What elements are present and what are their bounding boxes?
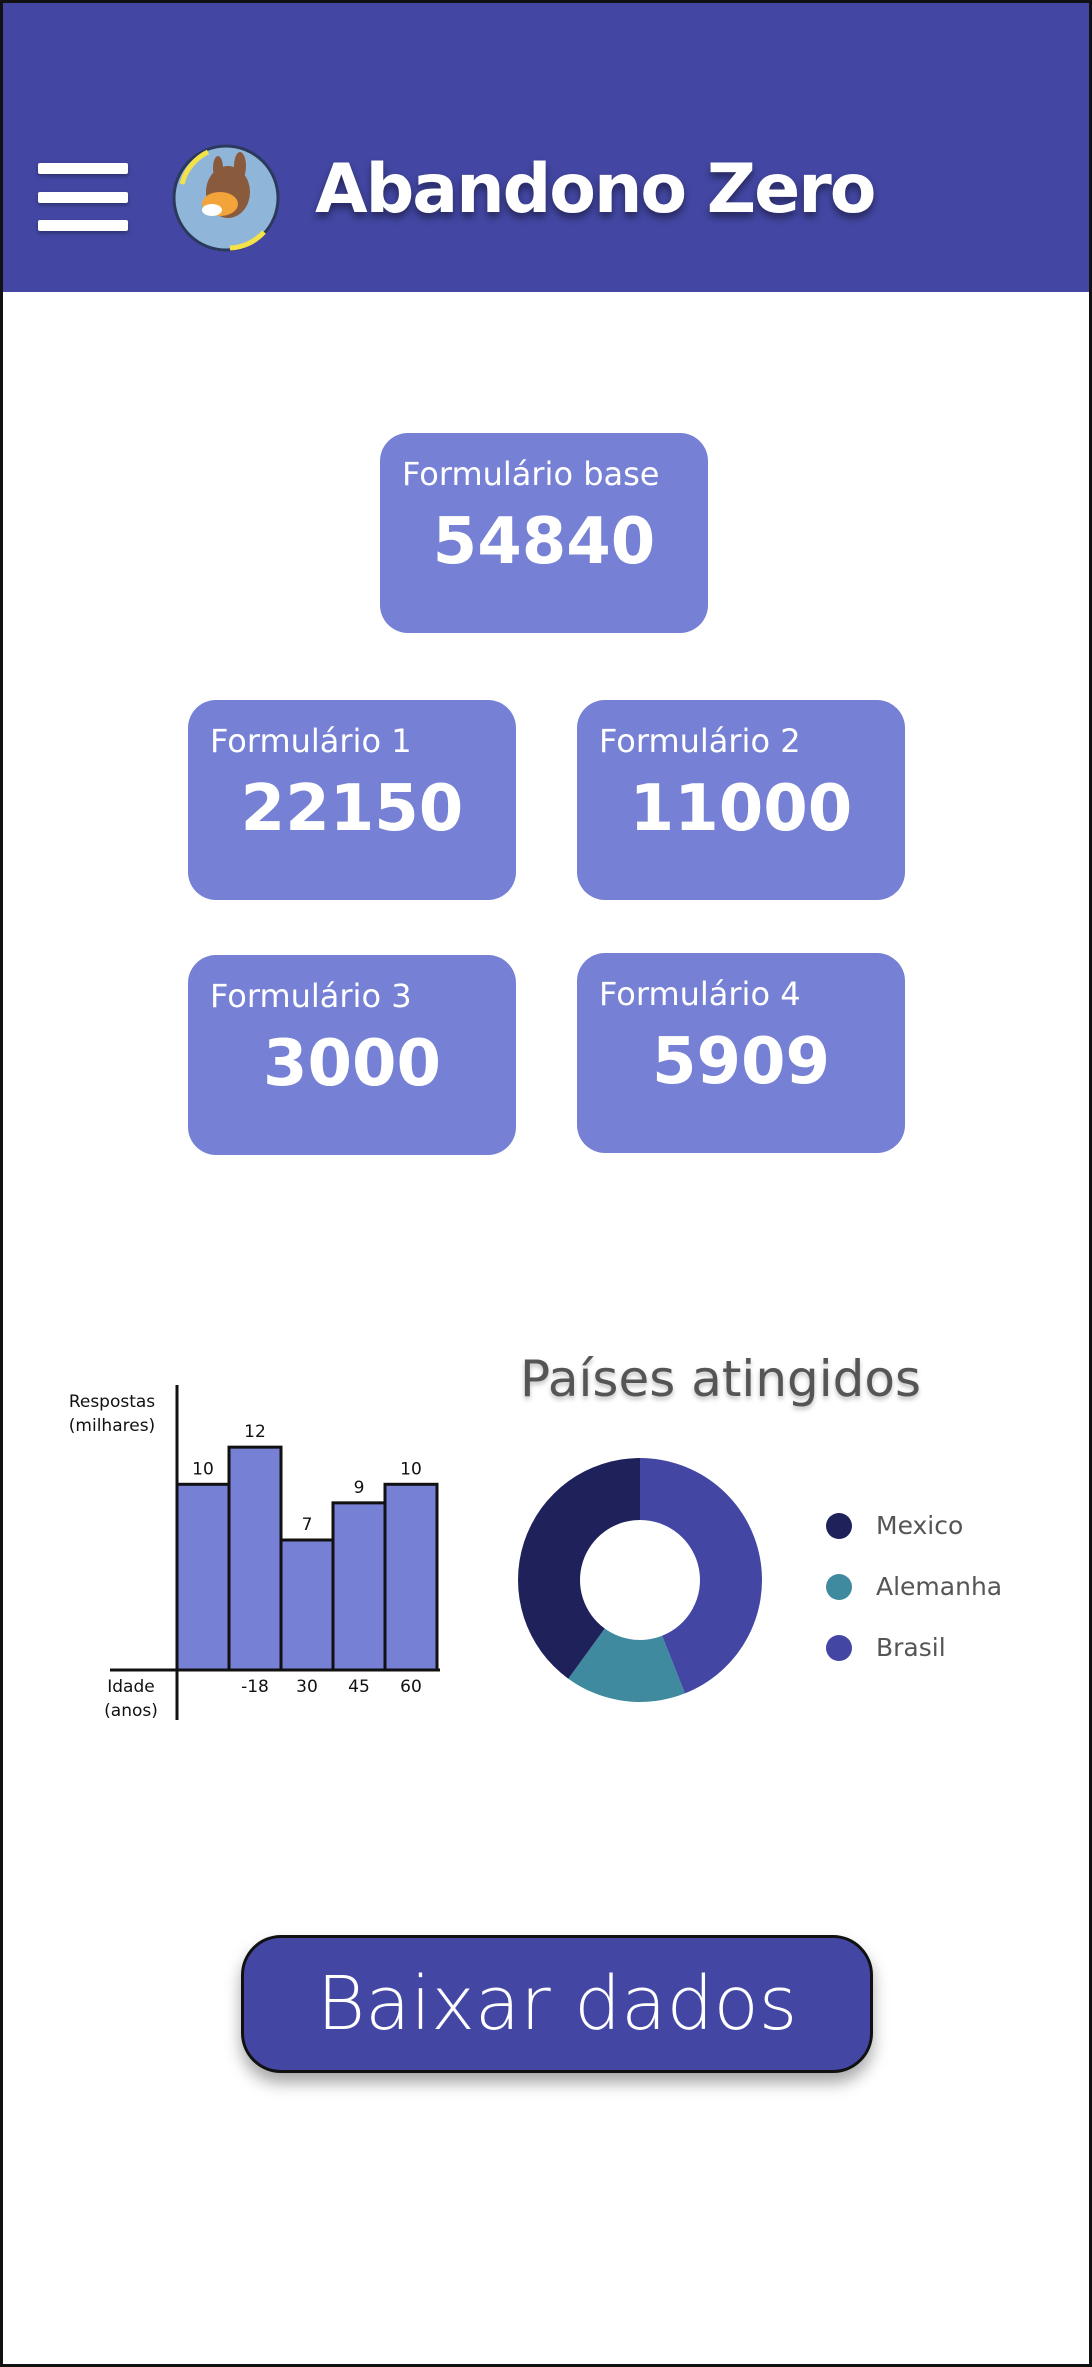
- bar-value-label: 10: [192, 1459, 214, 1479]
- card-value: 54840: [432, 505, 656, 579]
- pie-legend: Mexico Alemanha Brasil: [826, 1495, 1002, 1678]
- card-value: 5909: [651, 1025, 831, 1099]
- legend-item: Brasil: [826, 1617, 1002, 1678]
- card-label: Formulário 2: [599, 722, 801, 760]
- card-label: Formulário 4: [599, 975, 801, 1013]
- download-data-button[interactable]: Baixar dados: [241, 1935, 873, 2073]
- bar: [227, 1445, 283, 1672]
- x-tick-label: 45: [348, 1677, 370, 1697]
- legend-label: Alemanha: [876, 1572, 1003, 1601]
- card-label: Formulário 1: [210, 722, 412, 760]
- y-axis-label: (milhares): [69, 1416, 155, 1436]
- x-tick-label: 60: [400, 1677, 422, 1697]
- project-logo: [172, 144, 280, 252]
- hamburger-menu-icon[interactable]: [38, 163, 128, 231]
- x-axis-label: Idade: [107, 1677, 154, 1697]
- x-tick-label: 30: [296, 1677, 318, 1697]
- y-axis-label: Respostas: [69, 1392, 155, 1412]
- card-label: Formulário base: [402, 455, 660, 493]
- legend-dot: [826, 1573, 852, 1600]
- legend-dot: [826, 1634, 852, 1661]
- card-value: 3000: [262, 1027, 442, 1101]
- card-formulario-1[interactable]: Formulário 1 22150: [188, 700, 516, 900]
- bar: [279, 1538, 335, 1672]
- bar-value-label: 10: [400, 1459, 422, 1479]
- bar-value-label: 12: [244, 1422, 266, 1442]
- x-tick-label: -18: [241, 1677, 269, 1697]
- bar: [331, 1501, 387, 1672]
- card-formulario-4[interactable]: Formulário 4 5909: [577, 953, 905, 1153]
- legend-item: Mexico: [826, 1495, 1002, 1556]
- menu-line: [38, 163, 128, 174]
- bar-value-label: 9: [354, 1478, 365, 1498]
- legend-item: Alemanha: [826, 1556, 1002, 1617]
- card-formulario-base[interactable]: Formulário base 54840: [380, 433, 708, 633]
- card-value: 11000: [629, 772, 853, 846]
- pie-slice-brasil: [640, 1458, 762, 1694]
- legend-dot: [826, 1512, 852, 1539]
- bar-value-label: 7: [302, 1515, 313, 1535]
- bar: [383, 1482, 439, 1672]
- age-bar-chart: Respostas (milhares) Idade (anos) 10 12 -18 7 30…: [69, 1385, 440, 1721]
- card-label: Formulário 3: [210, 977, 412, 1015]
- card-formulario-2[interactable]: Formulário 2 11000: [577, 700, 905, 900]
- menu-line: [38, 220, 128, 231]
- x-axis-label: (anos): [104, 1701, 158, 1721]
- legend-label: Brasil: [876, 1633, 946, 1662]
- pie-chart-title: Países atingidos: [520, 1350, 922, 1408]
- legend-label: Mexico: [876, 1511, 964, 1540]
- app-header: Abandono Zero: [0, 0, 1092, 292]
- bar: [175, 1482, 231, 1672]
- pie-slice-mexico: [518, 1458, 640, 1679]
- card-formulario-3[interactable]: Formulário 3 3000: [188, 955, 516, 1155]
- app-title: Abandono Zero: [315, 150, 876, 229]
- menu-line: [38, 191, 128, 203]
- countries-donut-chart: [518, 1458, 762, 1702]
- pie-slice-alemanha: [568, 1628, 685, 1702]
- card-value: 22150: [240, 772, 464, 846]
